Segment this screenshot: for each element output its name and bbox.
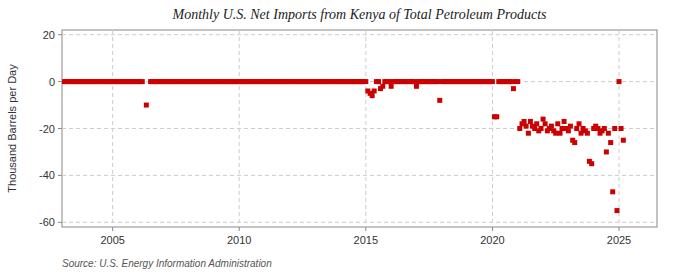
annotation: Source: U.S. Energy Information Administ… bbox=[62, 258, 272, 269]
point bbox=[380, 84, 385, 89]
point bbox=[372, 88, 377, 93]
tick-y bbox=[58, 81, 62, 82]
grid-line-x bbox=[239, 30, 240, 227]
point bbox=[574, 126, 579, 131]
tick-y bbox=[58, 34, 62, 35]
point bbox=[566, 128, 571, 133]
point bbox=[604, 149, 609, 154]
grid bbox=[62, 30, 657, 227]
point bbox=[562, 119, 567, 124]
grid-line-x bbox=[492, 30, 493, 227]
point bbox=[370, 93, 375, 98]
point bbox=[621, 138, 626, 143]
point bbox=[619, 126, 624, 131]
point bbox=[577, 121, 582, 126]
tick-label-y: -40 bbox=[39, 169, 55, 181]
tick-x bbox=[619, 227, 620, 231]
point bbox=[539, 126, 544, 131]
point bbox=[549, 124, 554, 129]
point bbox=[490, 79, 495, 84]
point bbox=[522, 119, 527, 124]
tick-x bbox=[365, 227, 366, 231]
point bbox=[534, 121, 539, 126]
tick-label-y: -20 bbox=[39, 123, 55, 135]
tick-label-y: 0 bbox=[49, 76, 55, 88]
plot-frame bbox=[62, 30, 657, 227]
point bbox=[435, 79, 440, 84]
tick-label-x: 2020 bbox=[480, 234, 504, 246]
point bbox=[572, 140, 577, 145]
tick-label-x: 2025 bbox=[607, 234, 631, 246]
axis-label-y: Thousand Barrels per Day bbox=[6, 64, 18, 193]
point bbox=[555, 121, 560, 126]
point bbox=[414, 84, 419, 89]
point bbox=[140, 79, 145, 84]
point bbox=[617, 79, 622, 84]
point bbox=[610, 189, 615, 194]
chart: -60 -40 -20 0 20 2005 2010 2015 2020 2025 Thousand… bbox=[0, 0, 675, 275]
grid-line-y bbox=[62, 175, 657, 176]
tick-label-y: 20 bbox=[43, 29, 55, 41]
points bbox=[62, 79, 626, 213]
title: Monthly U.S. Net Imports from Kenya of T… bbox=[172, 7, 548, 22]
point bbox=[614, 208, 619, 213]
point bbox=[585, 131, 590, 136]
tick-y bbox=[58, 128, 62, 129]
point bbox=[144, 103, 149, 108]
point bbox=[579, 131, 584, 136]
point bbox=[608, 140, 613, 145]
tick-label-y: -60 bbox=[39, 216, 55, 228]
grid-line-x bbox=[112, 30, 113, 227]
point bbox=[541, 117, 546, 122]
tick-x bbox=[239, 227, 240, 231]
point bbox=[509, 79, 514, 84]
axes: -60 -40 -20 0 20 2005 2010 2015 2020 2025 bbox=[39, 29, 631, 246]
grid-line-y bbox=[62, 34, 657, 35]
tick-x bbox=[112, 227, 113, 231]
point bbox=[528, 119, 533, 124]
tick-label-x: 2005 bbox=[100, 234, 124, 246]
grid-line-y bbox=[62, 222, 657, 223]
point bbox=[606, 131, 611, 136]
point bbox=[560, 126, 565, 131]
point bbox=[515, 79, 520, 84]
point bbox=[363, 79, 368, 84]
point bbox=[543, 121, 548, 126]
tick-y bbox=[58, 175, 62, 176]
point bbox=[511, 86, 516, 91]
point bbox=[589, 161, 594, 166]
grid-line-x bbox=[365, 30, 366, 227]
tick-x bbox=[492, 227, 493, 231]
tick-y bbox=[58, 222, 62, 223]
point bbox=[524, 124, 529, 129]
point bbox=[602, 126, 607, 131]
point bbox=[376, 79, 381, 84]
tick-label-x: 2015 bbox=[354, 234, 378, 246]
point bbox=[568, 124, 573, 129]
tick-label-x: 2010 bbox=[227, 234, 251, 246]
point bbox=[612, 126, 617, 131]
point bbox=[517, 126, 522, 131]
point bbox=[389, 84, 394, 89]
point bbox=[553, 131, 558, 136]
point bbox=[558, 131, 563, 136]
point bbox=[437, 98, 442, 103]
point bbox=[526, 131, 531, 136]
point bbox=[494, 114, 499, 119]
